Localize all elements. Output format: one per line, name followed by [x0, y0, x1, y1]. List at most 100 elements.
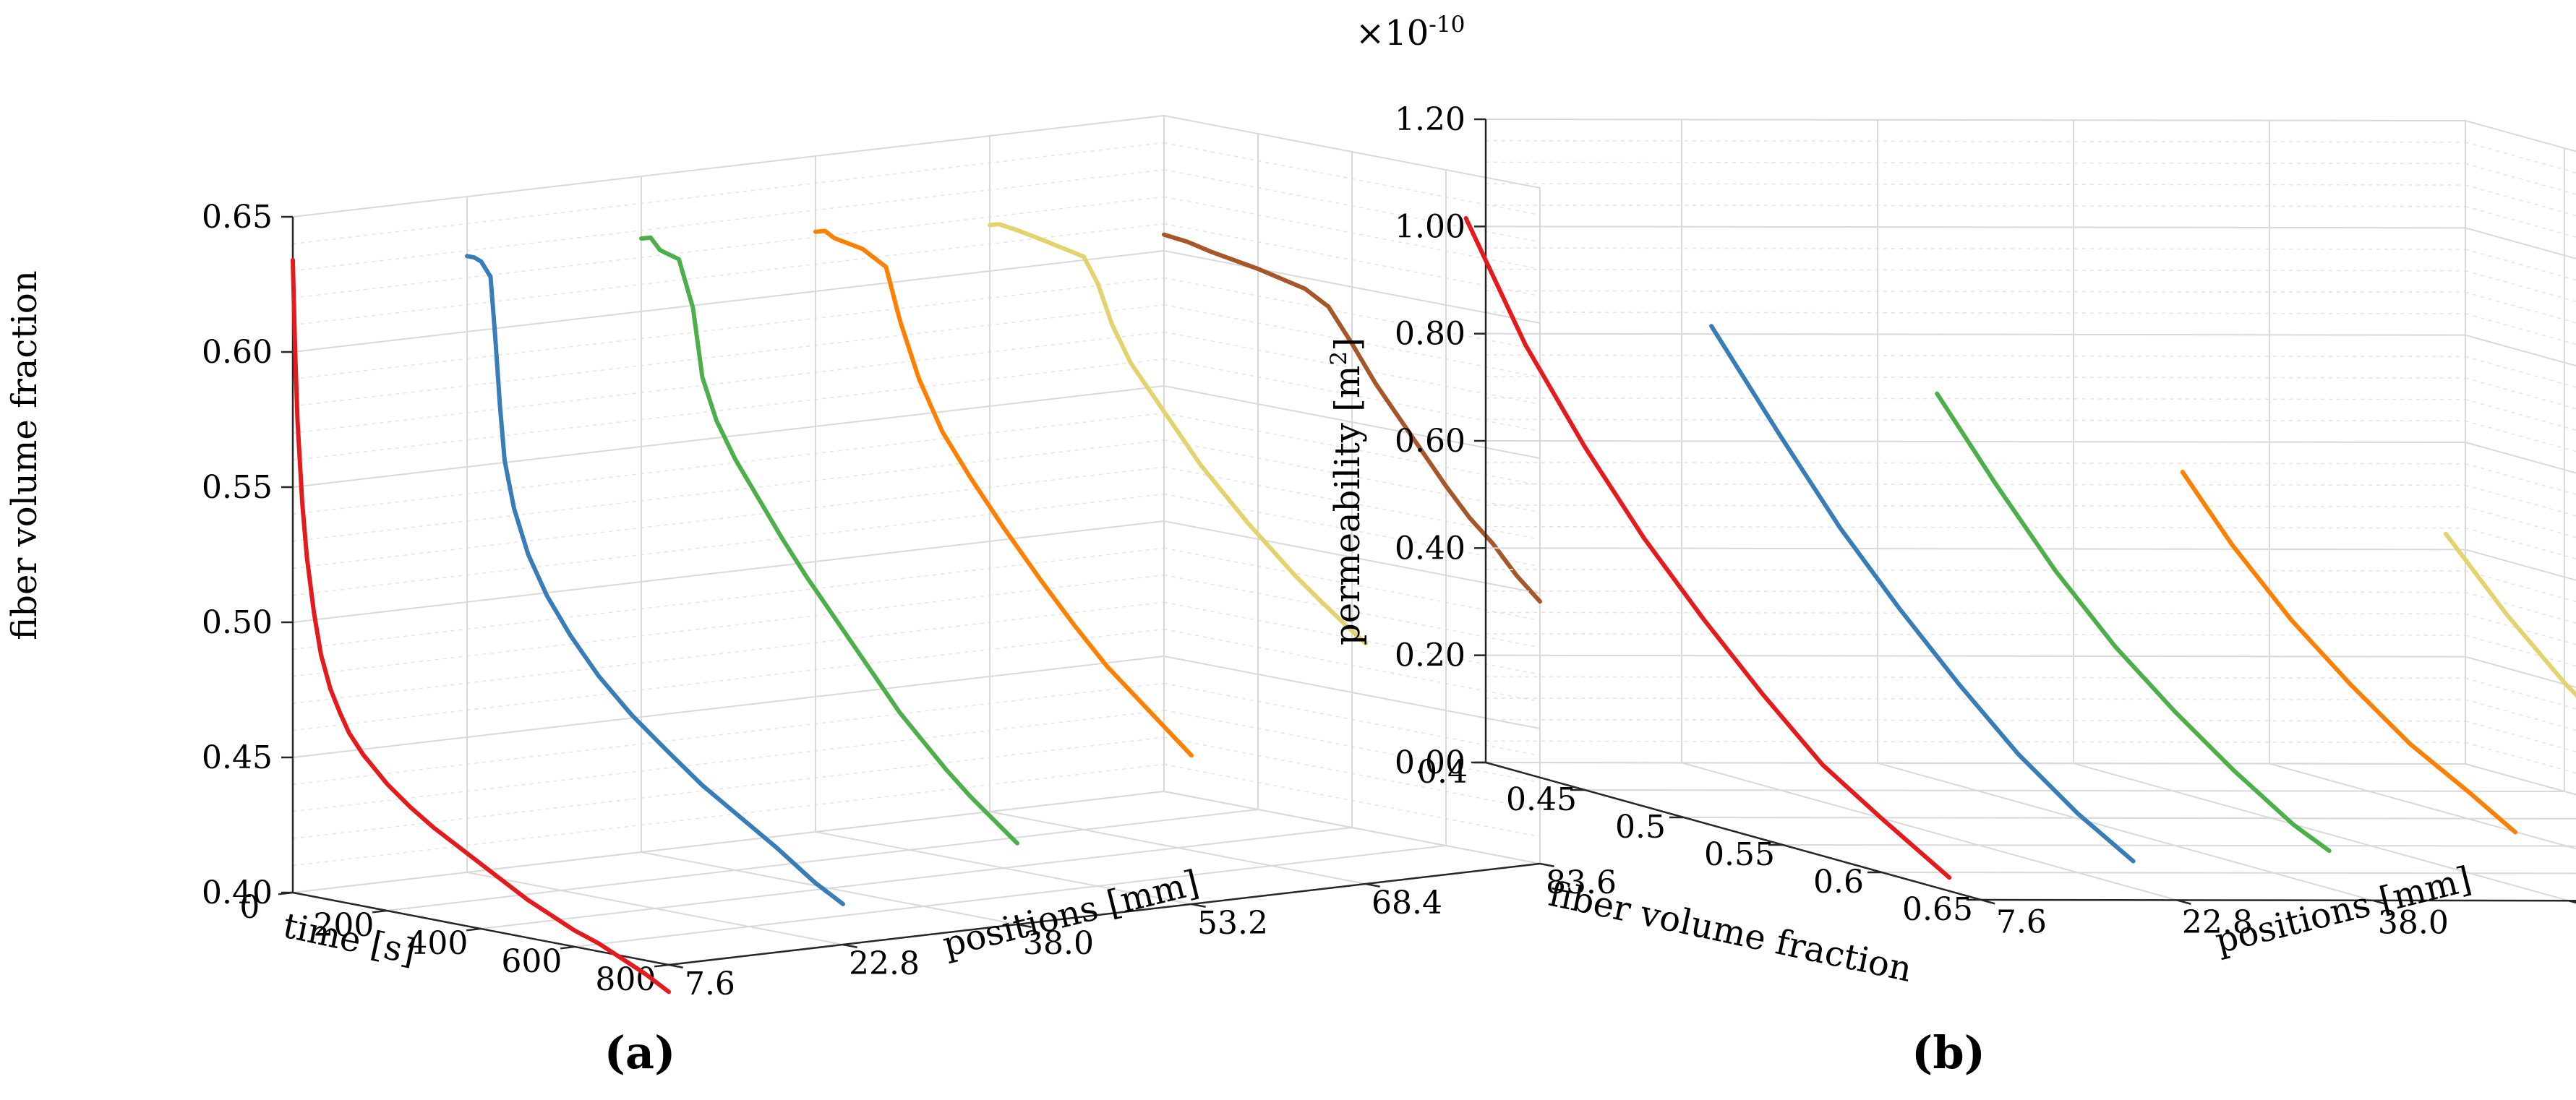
y-tick-mark	[1980, 898, 1995, 905]
minor-gridline	[1485, 139, 2466, 143]
minor-gridline	[292, 439, 1165, 542]
minor-gridline	[292, 682, 1165, 786]
x-tick-label: 0.6	[1813, 864, 1864, 901]
z-axis-label: permeability [m2]	[1326, 338, 1368, 645]
y-tick-mark	[2176, 899, 2191, 905]
minor-gridline	[1485, 483, 2466, 486]
minor-gridline	[1485, 354, 2466, 358]
gridline	[1681, 762, 2178, 901]
panel-a: 0.40 0.45 0.50 0.55 0.60 0.65 0 200 400 600 800 7.6…	[4, 115, 1617, 1079]
y-tick-mark	[1191, 903, 1206, 908]
axis-lines	[1471, 118, 2576, 906]
x-tick-mark	[278, 891, 294, 895]
minor-gridline	[292, 763, 1165, 867]
x-tick-label: 200	[313, 907, 374, 944]
y-tick-mark	[842, 943, 857, 949]
series-line-38	[639, 235, 1019, 846]
gridline	[1485, 654, 2466, 658]
z-tick-label: 0.45	[202, 739, 273, 776]
x-tick-label: 0.4	[1417, 754, 1468, 791]
panel-label: (a)	[604, 1026, 676, 1079]
minor-gridline	[292, 575, 1165, 677]
x-axis-line	[1485, 761, 1982, 901]
minor-gridline	[292, 223, 1165, 326]
gridline	[292, 791, 1165, 893]
gridline	[1485, 547, 2466, 551]
y-tick-label: 22.8	[849, 945, 920, 982]
gridline	[1881, 872, 2576, 875]
gridline	[1485, 762, 2466, 765]
minor-gridline	[292, 736, 1165, 839]
x-tick-mark	[372, 909, 388, 914]
y-axis-line	[668, 862, 1541, 966]
y-tick-label: 38.0	[2378, 904, 2449, 941]
data-series	[1463, 216, 2576, 880]
minor-gridline	[292, 412, 1165, 515]
x-tick-mark	[466, 927, 482, 932]
minor-gridline	[1485, 611, 2466, 615]
x-tick-label: 0.55	[1704, 836, 1775, 873]
y-tick-label: 7.6	[1996, 904, 2047, 941]
gridline	[480, 827, 1353, 929]
x-tick-label: 0.65	[1902, 891, 1973, 928]
tick-labels: 0.00 0.20 0.40 0.60 0.80 1.00 1.20 0.4 0.45 0.5 0.…	[1395, 101, 2576, 942]
gridline	[2465, 227, 2576, 259]
y-tick-label: 53.2	[1197, 905, 1268, 942]
minor-gridline	[1485, 697, 2466, 700]
y-tick-mark	[668, 963, 683, 969]
series-line-22.8	[1709, 324, 2136, 864]
minor-gridline	[1485, 418, 2466, 422]
z-exponent-label: ×10-10	[1356, 12, 1465, 53]
gridline	[2465, 120, 2576, 152]
x-tick-mark	[560, 945, 575, 950]
z-tick-label: 0.20	[1395, 637, 1465, 674]
minor-gridline	[1485, 397, 2466, 400]
minor-gridline	[1485, 718, 2466, 722]
gridline	[1584, 789, 2565, 792]
gridline	[1782, 844, 2576, 847]
x-tick-label: 0	[239, 889, 260, 926]
y-tick-label: 38.0	[1023, 925, 1094, 962]
y-tick-mark	[2372, 899, 2387, 906]
x-tick-label: 0.45	[1506, 781, 1577, 818]
z-tick-label: 0.55	[202, 469, 273, 506]
minor-gridline	[1485, 676, 2466, 679]
minor-gridline	[292, 493, 1165, 596]
series-line-53.2	[813, 228, 1194, 758]
z-tick-label: 1.00	[1395, 208, 1465, 245]
minor-gridline	[1485, 633, 2466, 636]
gridline	[2465, 763, 2576, 796]
minor-gridline	[292, 466, 1165, 569]
series-line-38	[1935, 391, 2332, 854]
series-line-7.6	[291, 257, 671, 994]
minor-gridline	[1485, 740, 2466, 744]
y-tick-label: 22.8	[2182, 904, 2253, 941]
back-walls	[1485, 119, 2576, 902]
gridline	[1485, 440, 2466, 443]
gridline	[2073, 762, 2569, 902]
z-tick-label: 0.00	[1395, 744, 1465, 781]
gridline	[1485, 225, 2466, 229]
minor-gridline	[1485, 268, 2466, 272]
minor-gridline	[292, 601, 1165, 704]
minor-gridline	[292, 169, 1165, 272]
gridline	[2465, 656, 2576, 689]
y-tick-mark	[1017, 923, 1032, 929]
minor-gridline	[292, 304, 1165, 407]
panel-label: (b)	[1912, 1026, 1985, 1079]
z-tick-label: 0.60	[202, 334, 273, 371]
z-tick-label: 1.20	[1395, 101, 1465, 138]
minor-gridline	[292, 358, 1165, 461]
z-tick-label: 0.40	[1395, 530, 1465, 567]
gridline	[1485, 332, 2466, 336]
minor-gridline	[1485, 311, 2466, 314]
minor-gridline	[1485, 183, 2466, 186]
minor-gridline	[1485, 504, 2466, 507]
x-tick-label: 800	[595, 961, 656, 998]
z-tick-label: 0.80	[1395, 316, 1465, 353]
series-line-68.4	[2443, 531, 2576, 698]
gridline	[292, 115, 1165, 218]
gridline	[1683, 817, 2576, 820]
minor-gridline	[1485, 247, 2466, 250]
